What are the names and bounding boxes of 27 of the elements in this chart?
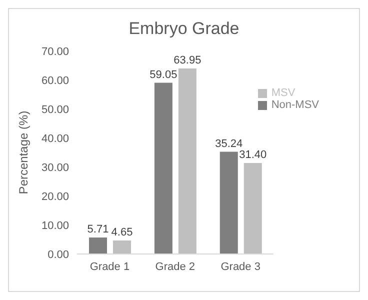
data-label: 35.24 [215, 138, 243, 150]
data-label: 5.71 [87, 223, 109, 236]
x-tick-label: Grade 2 [155, 260, 196, 273]
y-tick-label: 70.00 [41, 46, 69, 58]
bar [244, 162, 262, 254]
bar [154, 82, 172, 254]
y-tick-label: 30.00 [41, 162, 69, 174]
bar [178, 68, 196, 254]
data-label: 59.05 [150, 68, 178, 81]
bar [113, 240, 131, 254]
bar [220, 152, 238, 254]
y-tick-label: 40.00 [41, 132, 69, 145]
y-tick-label: 60.00 [41, 74, 69, 87]
y-tick-label: 20.00 [41, 190, 69, 203]
data-label: 4.65 [111, 226, 133, 239]
data-label: 63.95 [174, 54, 202, 67]
y-tick-label: 50.00 [41, 104, 69, 116]
legend-label: MSV [271, 87, 296, 99]
y-tick-label: 10.00 [41, 220, 69, 232]
data-label: 31.40 [239, 148, 267, 161]
x-tick-label: Grade 3 [220, 260, 260, 273]
chart-title: Embryo Grade [128, 19, 240, 39]
bar [89, 237, 107, 254]
x-tick-label: Grade 1 [90, 260, 130, 273]
y-axis-title: Percentage (%) [16, 110, 30, 194]
legend-label: Non-MSV [271, 99, 319, 111]
y-tick-label: 0.00 [48, 248, 69, 261]
